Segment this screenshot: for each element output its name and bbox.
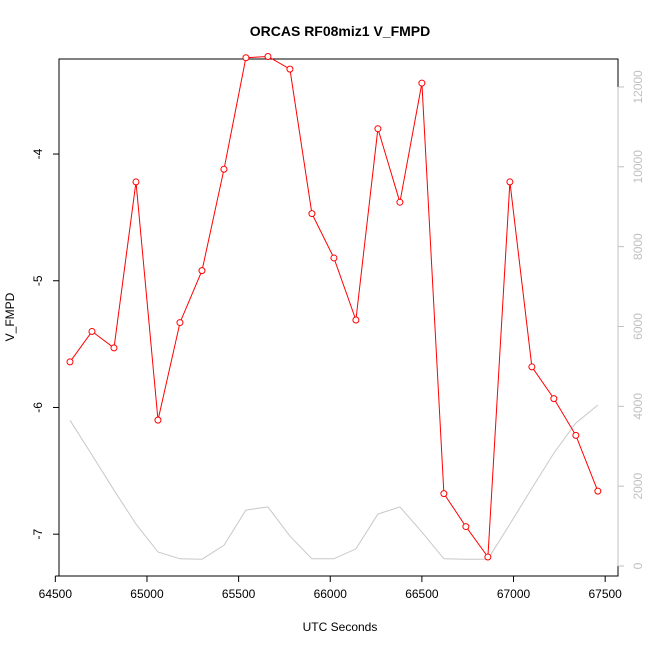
data-point [264,52,272,60]
data-point [550,395,558,403]
data-point [440,490,448,498]
y2-tick-label: 2000 [631,473,645,500]
y2-tick-label: 4000 [631,393,645,420]
y-axis: -4 -5 -6 -7 [31,148,60,540]
x-tick-label: 66500 [405,587,439,601]
series-layer [66,52,602,561]
y-tick-label: -4 [31,148,45,159]
data-point [352,316,360,324]
data-point [418,79,426,87]
y-axis-title: V_FMPD [3,292,17,341]
y2-tick-label: 0 [631,562,645,569]
data-point [374,125,382,133]
y2-tick-label: 12000 [631,70,645,104]
data-point [88,327,96,335]
data-point [528,363,536,371]
data-point [286,65,294,73]
data-point [484,553,492,561]
data-point [66,358,74,366]
data-point [176,319,184,327]
data-point [572,431,580,439]
y2-axis: 0 2000 4000 6000 8000 10000 12000 [617,70,645,569]
data-point [396,198,404,206]
y2-tick-label: 6000 [631,313,645,340]
data-point [198,267,206,275]
y-tick-label: -7 [31,529,45,540]
series-right-line [69,404,599,560]
data-point [506,178,514,186]
data-point [110,344,118,352]
x-tick-label: 66000 [314,587,348,601]
x-axis-title: UTC Seconds [303,620,378,634]
data-point [154,416,162,424]
data-point [330,254,338,262]
data-point [462,523,470,531]
y2-tick-label: 10000 [631,150,645,184]
data-point [220,165,228,173]
plot-area-frame [58,58,619,577]
x-axis: 64500 65000 65500 66000 66500 67000 67500 [39,575,622,601]
series-left-line [69,55,599,559]
x-tick-label: 64500 [39,587,73,601]
chart-title: ORCAS RF08miz1 V_FMPD [250,23,430,39]
y-tick-label: -6 [31,402,45,413]
data-point [594,487,602,495]
data-point [308,210,316,218]
data-point [132,178,140,186]
y2-tick-label: 8000 [631,233,645,260]
x-tick-label: 65000 [130,587,164,601]
y-tick-label: -5 [31,275,45,286]
x-tick-label: 67000 [497,587,531,601]
data-point [242,54,250,62]
x-tick-label: 67500 [588,587,622,601]
x-tick-label: 65500 [222,587,256,601]
